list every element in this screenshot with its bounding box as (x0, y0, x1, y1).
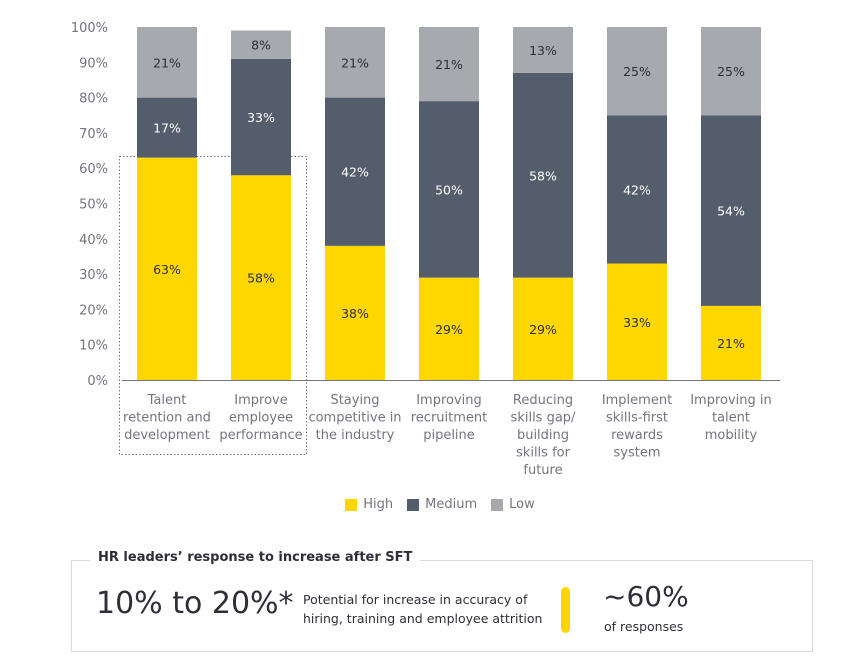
x-category-label: Improve (234, 393, 287, 408)
data-label-high: 29% (529, 322, 557, 337)
x-category-label: performance (219, 428, 302, 443)
accent-bar (561, 587, 570, 633)
x-category-label: Improving (416, 393, 482, 408)
data-label-medium: 58% (529, 168, 557, 183)
data-label-high: 38% (341, 306, 369, 321)
data-label-low: 21% (341, 55, 369, 70)
x-category-label: Reducing (513, 393, 573, 408)
x-category-label: development (124, 428, 210, 443)
legend-swatch-low (491, 498, 504, 511)
data-label-low: 13% (529, 43, 557, 58)
y-tick-label: 70% (79, 127, 108, 142)
data-label-medium: 33% (247, 110, 275, 125)
summary-panel (71, 560, 813, 652)
increase-range: 10% to 20%* (96, 586, 294, 621)
bar-segment-high (513, 277, 573, 380)
x-category-label: talent (712, 411, 750, 426)
data-label-medium: 17% (153, 121, 181, 136)
x-category-label: system (614, 446, 661, 461)
y-tick-label: 10% (79, 339, 108, 354)
x-category-label: rewards (611, 428, 663, 443)
stacked-bar-chart: 0% 10% 20% 30% 40% 50% 60% 70% 80% 90% 100% 63% 17% 2… (71, 21, 780, 478)
bar-segment-medium (231, 58, 291, 176)
legend-label-high: High (363, 497, 394, 512)
data-label-medium: 42% (341, 165, 369, 180)
data-label-high: 63% (153, 262, 181, 277)
x-category-label: the industry (316, 428, 395, 443)
highlight-box (119, 156, 307, 455)
data-label-low: 25% (717, 64, 745, 79)
panel-title: HR leaders’ response to increase after S… (90, 550, 421, 565)
x-category-label: mobility (705, 428, 758, 443)
y-tick-label: 60% (79, 162, 108, 177)
y-tick-label: 90% (79, 56, 108, 71)
y-tick-label: 0% (87, 374, 108, 389)
legend-swatch-high (345, 498, 358, 511)
data-label-high: 21% (717, 336, 745, 351)
bar-segment-low (325, 27, 385, 98)
data-label-low: 21% (153, 55, 181, 70)
data-label-high: 58% (247, 271, 275, 286)
bar-segment-high (231, 175, 291, 380)
x-category-label: recruitment (411, 411, 488, 426)
legend-label-medium: Medium (425, 497, 478, 512)
bar-segment-high (419, 277, 479, 380)
y-tick-label: 30% (79, 268, 108, 283)
increase-description: Potential for increase in accuracy of hi… (303, 590, 563, 628)
x-category-label: skills for (516, 446, 571, 461)
bar-segment-medium (607, 115, 667, 264)
bar-segment-high (607, 263, 667, 380)
description-line-2: hiring, training and employee attrition (303, 611, 543, 626)
x-category-label: Improving in (690, 393, 772, 408)
bar-segment-high (137, 157, 197, 380)
x-category-label: skills-first (606, 411, 668, 426)
x-category-label: building (517, 428, 569, 443)
bar-segment-medium (701, 115, 761, 306)
x-category-label: pipeline (423, 428, 475, 443)
y-tick-label: 40% (79, 233, 108, 248)
x-category-label: Staying (330, 393, 379, 408)
x-category-label: future (523, 463, 562, 478)
bar-segment-low (701, 27, 761, 116)
data-label-high: 33% (623, 315, 651, 330)
x-category-label: Implement (602, 393, 672, 408)
response-percent-caption: of responses (604, 619, 684, 634)
data-label-high: 29% (435, 322, 463, 337)
legend-item-medium: Medium (407, 497, 477, 512)
data-label-medium: 50% (435, 182, 463, 197)
legend-item-low: Low (491, 497, 535, 512)
bar-segment-medium (513, 72, 573, 278)
y-tick-label: 100% (71, 21, 108, 36)
bar-segment-low (419, 27, 479, 102)
data-label-medium: 54% (717, 204, 745, 219)
legend: High Medium Low (0, 497, 850, 512)
legend-item-high: High (345, 497, 393, 512)
x-category-label: competitive in (308, 411, 401, 426)
legend-swatch-medium (407, 498, 420, 511)
x-category-label: retention and (123, 411, 211, 426)
data-label-low: 8% (251, 38, 271, 53)
bar-segment-low (137, 27, 197, 98)
data-label-low: 21% (435, 57, 463, 72)
bar-segment-low (231, 30, 291, 59)
bar-segment-low (513, 27, 573, 73)
y-tick-label: 20% (79, 303, 108, 318)
bar-segment-high (701, 305, 761, 380)
bar-segment-high (325, 245, 385, 380)
x-category-label: employee (229, 411, 293, 426)
bar-segment-medium (325, 97, 385, 246)
legend-label-low: Low (509, 497, 535, 512)
y-tick-label: 80% (79, 92, 108, 107)
data-label-low: 25% (623, 64, 651, 79)
x-category-label: skills gap/ (511, 411, 577, 426)
bar-segment-low (607, 27, 667, 116)
y-tick-label: 50% (79, 198, 108, 213)
bar-segment-medium (137, 97, 197, 158)
x-category-label: Talent (147, 393, 187, 408)
description-line-1: Potential for increase in accuracy of (303, 592, 528, 607)
response-percent: ~60% (603, 580, 689, 613)
data-label-medium: 42% (623, 182, 651, 197)
bar-segment-medium (419, 101, 479, 278)
